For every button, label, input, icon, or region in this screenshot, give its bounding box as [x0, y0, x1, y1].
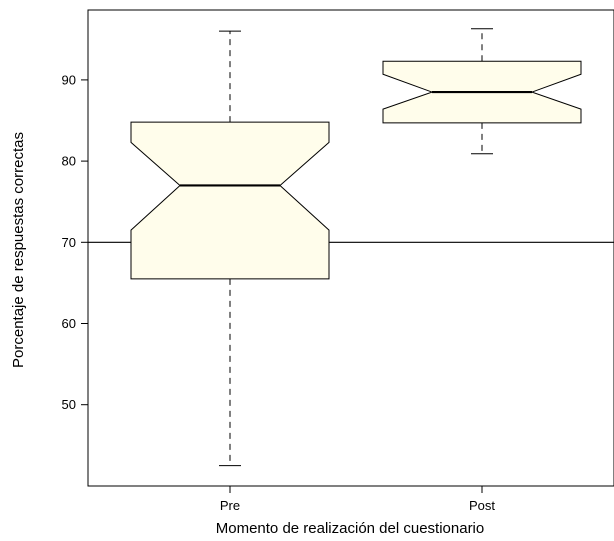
x-tick-label: Pre	[220, 498, 240, 513]
x-tick-label: Post	[469, 498, 495, 513]
y-tick-label: 70	[62, 235, 76, 250]
plot-area: 50 60 70 80 90 Pre Post	[62, 9, 614, 513]
plot-frame	[87, 9, 614, 487]
y-axis-label: Porcentaje de respuestas correctas	[10, 132, 27, 368]
box-pre	[130, 121, 330, 280]
y-tick-label: 60	[62, 316, 76, 331]
y-tick-label: 50	[62, 397, 76, 412]
x-axis-label: Momento de realización del cuestionario	[216, 520, 484, 537]
y-tick-label: 80	[62, 154, 76, 169]
y-tick-label: 90	[62, 72, 76, 87]
